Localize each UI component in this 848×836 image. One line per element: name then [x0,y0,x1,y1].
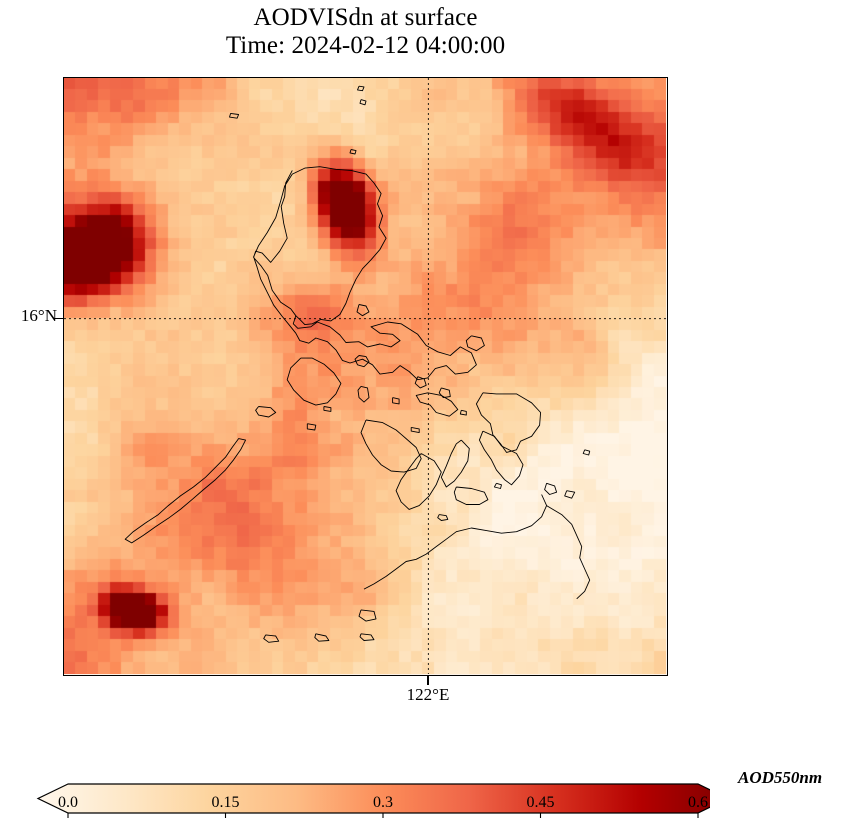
map-plot-area[interactable] [63,77,668,676]
colorbar-gradient[interactable] [30,758,710,818]
figure-title: AODVISdn at surface Time: 2024-02-12 04:… [0,4,731,60]
colorbar-tick-label: 0.3 [373,794,393,811]
title-line-variable: AODVISdn at surface [253,4,478,31]
colorbar-tick-label: 0.0 [58,794,78,811]
colorbar-label: AOD550nm [738,768,823,787]
x-axis-label-122e: 122°E [406,685,450,704]
aod-heatmap-canvas [64,78,666,674]
x-axis-tick-122e [427,676,429,685]
colorbar-tick-label: 0.45 [526,794,555,811]
colorbar-tick-label: 0.6 [688,794,708,811]
title-line-time: Time: 2024-02-12 04:00:00 [225,32,506,59]
colorbar[interactable]: AOD550nm 0.0 0.15 0.3 0.45 0.6 [0,758,848,836]
y-axis-label-16n: 16°N [20,306,57,325]
colorbar-tick-label: 0.15 [211,794,240,811]
y-axis-tick-16n [54,317,63,319]
